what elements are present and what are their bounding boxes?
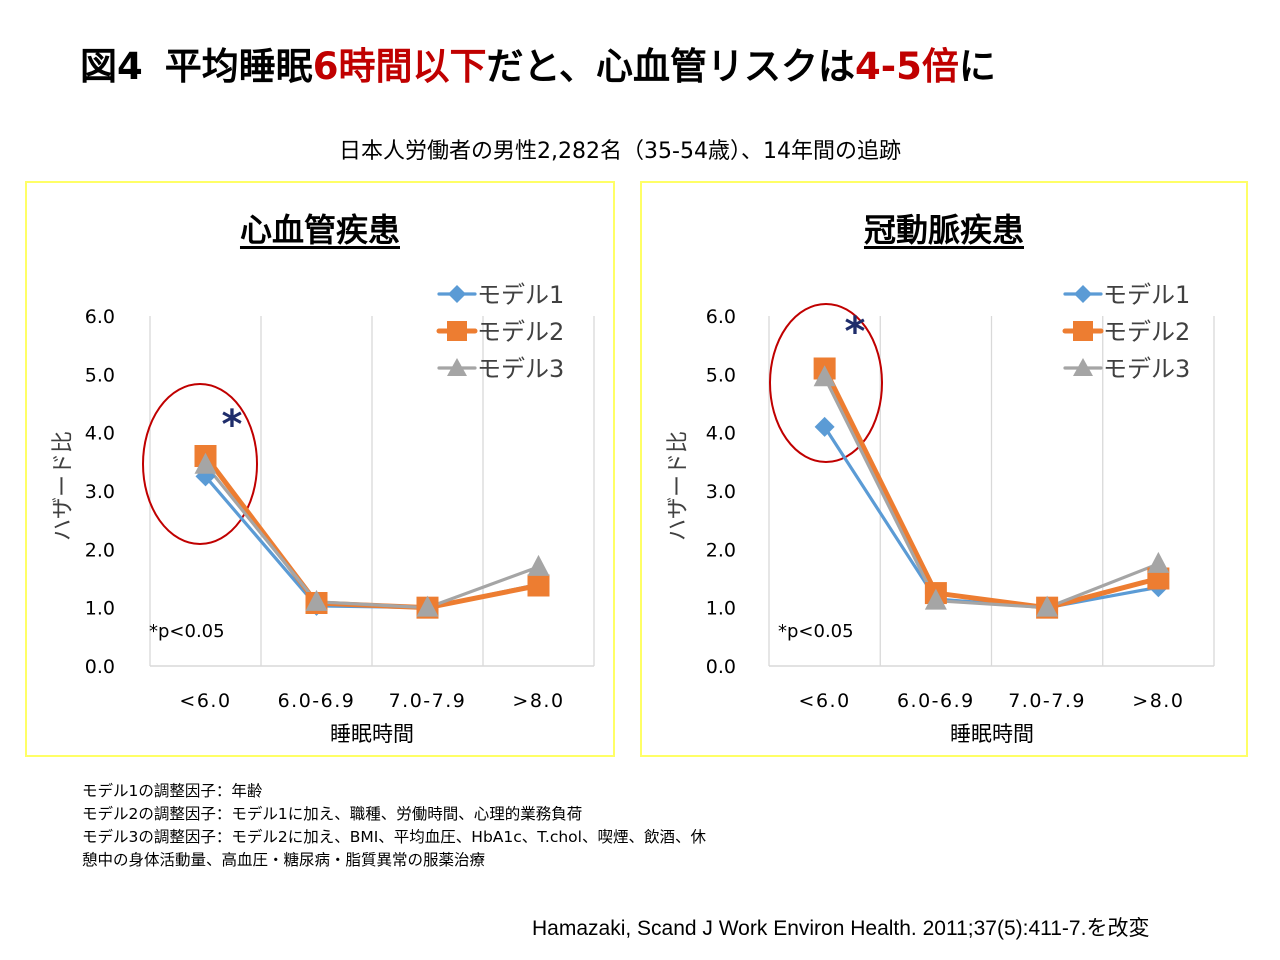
y-tick-label: 1.0 [85, 598, 115, 620]
significance-asterisk: * [845, 309, 866, 355]
legend-label: モデル2 [1103, 318, 1190, 346]
p-value-footnote: *p<0.05 [778, 621, 854, 642]
legend-square-icon [1073, 321, 1093, 341]
chart-title: 心血管疾患 [239, 211, 400, 249]
data-point-model3 [1036, 595, 1059, 617]
highlight-circle [769, 303, 883, 463]
legend-label: モデル1 [477, 281, 564, 309]
significance-asterisk: * [222, 402, 243, 448]
x-tick-label: >8.0 [512, 690, 564, 712]
y-tick-label: 0.0 [706, 656, 736, 678]
chart-cardiovascular: 0.0 1.0 2.0 3.0 4.0 5.0 6.0 ハザード比 <6.0 6.0-6.9 7.0… [51, 281, 595, 746]
y-tick-label: 5.0 [706, 364, 736, 386]
y-tick-label: 3.0 [85, 481, 115, 503]
y-tick-label: 6.0 [706, 306, 736, 328]
series-line-2 [822, 367, 1160, 611]
x-tick-label: >8.0 [1132, 690, 1184, 712]
legend-label: モデル3 [477, 355, 564, 383]
y-tick-label: 5.0 [85, 364, 115, 386]
y-tick-label: 3.0 [706, 481, 736, 503]
x-axis-title: 睡眠時間 [330, 722, 414, 746]
x-tick-label: 6.0-6.9 [278, 690, 356, 712]
note-model-1: モデル1の調整因子：年齢 [82, 782, 263, 800]
title-highlight-risk: 4-5倍 [855, 45, 959, 88]
legend-label: モデル3 [1103, 355, 1190, 383]
title-part-3: だと、心血管リスクは [486, 45, 856, 88]
note-model-3: モデル3の調整因子：モデル2に加え、BMI、平均血圧、HbA1c、T.chol、… [82, 828, 706, 846]
p-value-footnote: *p<0.05 [149, 621, 225, 642]
data-point-model3 [924, 588, 947, 610]
x-axis-title: 睡眠時間 [950, 722, 1034, 746]
data-point-model3 [813, 365, 836, 387]
y-tick-label: 2.0 [706, 539, 736, 561]
title-part-1: 平均睡眠 [164, 45, 313, 88]
data-point-model3 [416, 595, 439, 617]
data-point-model2 [527, 574, 550, 597]
legend-square-icon [447, 321, 467, 341]
note-model-2: モデル2の調整因子：モデル1に加え、職種、労働時間、心理的業務負荷 [82, 805, 583, 823]
y-axis-title: ハザード比 [51, 431, 76, 541]
data-point-model3 [305, 589, 328, 611]
model-notes: モデル1の調整因子：年齢 モデル2の調整因子：モデル1に加え、職種、労働時間、心… [82, 780, 706, 872]
y-tick-label: 2.0 [85, 539, 115, 561]
highlight-circle [142, 383, 258, 545]
x-tick-label: 7.0-7.9 [1008, 690, 1086, 712]
y-tick-label: 4.0 [706, 423, 736, 445]
legend-label: モデル2 [477, 318, 564, 346]
series-line-3 [823, 376, 1159, 610]
x-tick-label: <6.0 [799, 690, 851, 712]
y-tick-label: 0.0 [85, 656, 115, 678]
data-point-model3 [194, 452, 217, 474]
y-tick-label: 4.0 [85, 423, 115, 445]
y-tick-label: 1.0 [706, 598, 736, 620]
y-axis-title: ハザード比 [666, 431, 691, 541]
legend-diamond-icon [1074, 285, 1092, 303]
series-line-3 [204, 463, 540, 610]
title-part-5: に [958, 45, 996, 88]
data-point-model3 [1147, 551, 1170, 573]
chart-title: 冠動脈疾患 [863, 211, 1024, 249]
chart-coronary: 0.0 1.0 2.0 3.0 4.0 5.0 6.0 ハザード比 <6.0 6.0-6.9 7.0… [666, 281, 1215, 746]
slide-title: 図4 平均睡眠6時間以下だと、心血管リスクは4-5倍に [80, 36, 996, 90]
legend: モデル1 モデル2 モデル3 [1062, 281, 1190, 383]
y-tick-label: 6.0 [85, 306, 115, 328]
x-tick-label: 7.0-7.9 [389, 690, 467, 712]
legend-triangle-icon [447, 358, 467, 376]
legend-diamond-icon [448, 285, 466, 303]
data-point-model1 [814, 416, 835, 437]
chart-panel-coronary: 冠動脈疾患 0.0 1.0 2.0 3.0 4.0 5.0 6.0 ハザード比 <6.0 6.0-… [640, 181, 1248, 757]
x-tick-label: <6.0 [179, 690, 231, 712]
study-subtitle: 日本人労働者の男性2,282名（35-54歳）、14年間の追跡 [339, 139, 901, 164]
x-tick-label: 6.0-6.9 [897, 690, 975, 712]
note-model-3-cont: 憩中の身体活動量、高血圧・糖尿病・脂質異常の服薬治療 [82, 851, 486, 869]
legend-triangle-icon [1073, 358, 1093, 376]
chart-panel-cardiovascular: 心血管疾患 0.0 1.0 2.0 3.0 4.0 5.0 6.0 ハザード比 <6.0 6.0-… [25, 181, 615, 757]
data-point-model2 [1147, 567, 1170, 590]
data-point-model3 [527, 554, 550, 576]
citation: Hamazaki, Scand J Work Environ Health. 2… [532, 917, 1150, 940]
legend: モデル1 モデル2 モデル3 [436, 281, 564, 383]
figure-number: 図4 [80, 45, 143, 88]
title-highlight-hours: 6時間以下 [312, 45, 487, 88]
legend-label: モデル1 [1103, 281, 1190, 309]
